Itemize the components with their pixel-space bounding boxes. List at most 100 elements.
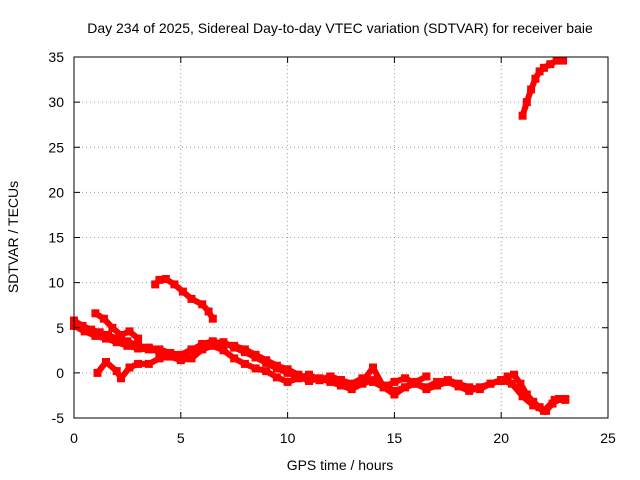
data-point (283, 377, 292, 386)
data-point (166, 352, 175, 361)
data-point (251, 353, 260, 362)
data-point (522, 390, 531, 399)
x-tick-label: 10 (280, 430, 296, 446)
data-point (411, 377, 420, 386)
x-tick-label: 5 (177, 430, 185, 446)
data-point (337, 376, 345, 385)
data-point (134, 334, 143, 343)
y-tick-label: 30 (48, 94, 64, 110)
ticks: 0 5 10 15 20 25 -5 0 5 10 15 20 25 30 35 (48, 49, 616, 446)
y-tick-label: -5 (52, 410, 65, 426)
data-point (294, 374, 303, 383)
data-point (187, 345, 196, 354)
y-tick-label: 10 (48, 275, 64, 291)
data-point (161, 275, 170, 283)
data-point (125, 363, 134, 372)
data-point (272, 373, 281, 382)
data-point (99, 314, 108, 323)
data-point (559, 56, 568, 65)
data-point (102, 358, 110, 366)
data-point (125, 327, 134, 336)
data-point (123, 341, 132, 350)
data-point (503, 372, 512, 381)
data-point (95, 328, 104, 337)
data-point (112, 367, 121, 376)
data-point (527, 85, 536, 94)
data-point (315, 376, 324, 385)
data-point (554, 395, 563, 403)
data-point (272, 364, 281, 373)
y-axis-label: SDTVAR / TECUs (5, 181, 21, 293)
x-tick-label: 20 (493, 430, 509, 446)
data-point (305, 377, 313, 385)
data-point (176, 356, 185, 365)
data-point (108, 323, 117, 332)
data-point (401, 383, 410, 392)
data-point (326, 372, 335, 381)
data-point (369, 376, 377, 385)
data-point (401, 374, 410, 383)
data-point (208, 314, 217, 323)
data-point (144, 359, 153, 368)
data-point (155, 275, 164, 284)
data-point (208, 341, 217, 350)
data-point (561, 395, 570, 404)
data-point (91, 331, 100, 340)
x-axis-label: GPS time / hours (287, 457, 394, 473)
data-point (155, 347, 164, 356)
data-point (497, 377, 506, 385)
data-point (369, 363, 377, 372)
data-point (187, 354, 196, 363)
data-point (262, 358, 271, 367)
data-point (422, 372, 431, 381)
data-point (144, 345, 153, 354)
data-point (433, 381, 442, 390)
data-point (542, 406, 551, 415)
data-point (535, 403, 544, 412)
data-point (347, 381, 356, 390)
data-point (454, 382, 463, 391)
y-tick-label: 20 (48, 184, 64, 200)
data-point (240, 359, 249, 368)
data-point (548, 399, 557, 408)
data-point (134, 344, 143, 353)
data-point (379, 383, 388, 392)
data-point (465, 386, 474, 395)
data-point (507, 379, 516, 388)
data-point (262, 367, 271, 376)
data-point (219, 338, 228, 347)
data-point (305, 370, 313, 379)
data-point (198, 345, 207, 354)
data-point (178, 287, 187, 296)
data-point (117, 374, 125, 383)
y-tick-label: 0 (56, 365, 64, 381)
x-tick-label: 0 (70, 430, 78, 446)
y-tick-label: 5 (56, 320, 64, 336)
data-point (176, 350, 185, 359)
data-point (117, 331, 125, 339)
data-point (422, 385, 431, 394)
data-point (443, 377, 452, 386)
data-point (198, 300, 207, 309)
data-point (529, 397, 538, 406)
data-point (552, 56, 561, 65)
data-point (123, 337, 132, 346)
y-tick-label: 15 (48, 230, 64, 246)
data-point (187, 294, 196, 303)
data-point (240, 348, 249, 357)
data-point (358, 377, 367, 386)
data-point (93, 368, 102, 377)
data-point (516, 379, 525, 388)
data-point (337, 381, 345, 390)
series-layer (70, 56, 570, 415)
data-point (219, 346, 228, 355)
data-point (475, 383, 484, 392)
data-point (390, 390, 399, 399)
data-point (170, 280, 179, 289)
chart-title: Day 234 of 2025, Sidereal Day-to-day VTE… (87, 20, 593, 36)
data-point (230, 354, 239, 363)
data-point (390, 377, 399, 386)
data-point (283, 368, 292, 377)
data-point (80, 327, 89, 336)
